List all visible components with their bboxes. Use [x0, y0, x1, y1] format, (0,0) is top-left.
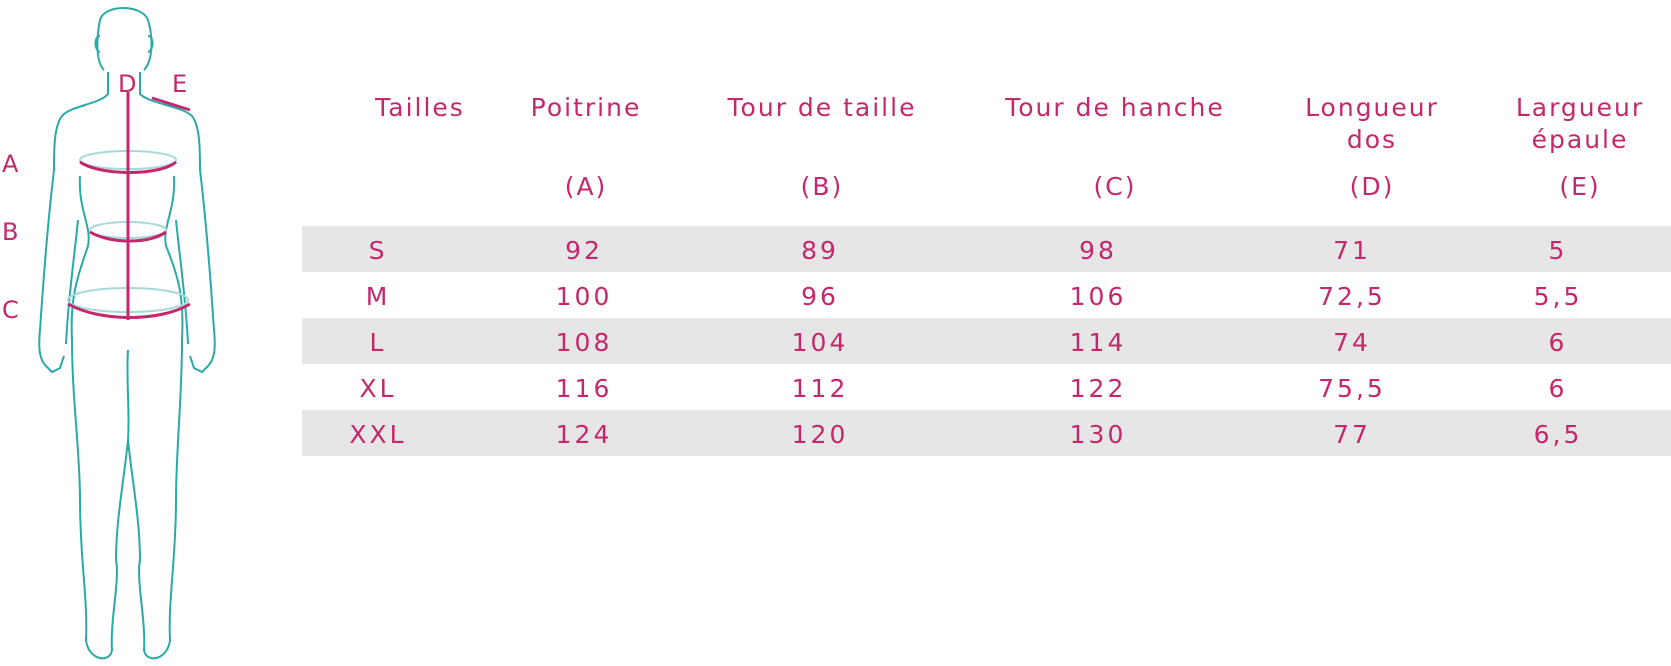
cell-poitrine: 124 [555, 420, 613, 449]
cell-poitrine: 92 [565, 236, 603, 265]
cell-tour-de-hanche: 122 [1069, 374, 1127, 403]
cell-poitrine: 116 [555, 374, 613, 403]
cell-size: XL [359, 374, 397, 403]
table-row-xxl: XXL 124 120 130 77 6,5 [302, 410, 1671, 456]
cell-longueur-dos: 74 [1333, 328, 1371, 357]
cell-longueur-dos: 72,5 [1318, 282, 1386, 311]
size-table: Tailles Poitrine (A) Tour de taille (B) … [302, 0, 1671, 666]
label-d: D [118, 70, 138, 98]
body-outline [38, 7, 216, 660]
cell-size: XXL [349, 420, 407, 449]
header-largueur-epaule: Largueur épaule [1515, 93, 1645, 154]
cell-tour-de-taille: 89 [801, 236, 839, 265]
header-tour-de-hanche-code: (C) [1093, 172, 1137, 201]
label-a: A [2, 150, 20, 178]
label-c: C [2, 296, 20, 324]
cell-longueur-dos: 77 [1333, 420, 1371, 449]
cell-poitrine: 108 [555, 328, 613, 357]
cell-tour-de-taille: 120 [791, 420, 849, 449]
table-row-s: S 92 89 98 71 5 [302, 226, 1671, 272]
cell-largueur-epaule: 5 [1548, 236, 1568, 265]
header-tailles: Tailles [375, 93, 465, 122]
cell-poitrine: 100 [555, 282, 613, 311]
cell-tour-de-taille: 104 [791, 328, 849, 357]
header-longueur-dos-code: (D) [1349, 172, 1395, 201]
table-row-l: L 108 104 114 74 6 [302, 318, 1671, 364]
cell-size: S [368, 236, 388, 265]
cell-longueur-dos: 71 [1333, 236, 1371, 265]
header-poitrine-code: (A) [564, 172, 608, 201]
cell-tour-de-hanche: 106 [1069, 282, 1127, 311]
table-row-m: M 100 96 106 72,5 5,5 [302, 272, 1671, 318]
cell-size: L [369, 328, 387, 357]
header-tour-de-taille-code: (B) [800, 172, 844, 201]
cell-tour-de-hanche: 114 [1069, 328, 1127, 357]
header-poitrine: Poitrine [530, 93, 642, 122]
cell-tour-de-hanche: 130 [1069, 420, 1127, 449]
header-longueur-dos: Longueur dos [1305, 93, 1439, 154]
header-tour-de-taille: Tour de taille [727, 93, 917, 122]
cell-largueur-epaule: 6 [1548, 328, 1568, 357]
cell-longueur-dos: 75,5 [1318, 374, 1386, 403]
cell-size: M [365, 282, 391, 311]
header-largueur-epaule-code: (E) [1559, 172, 1601, 201]
measure-lines [67, 92, 191, 320]
cell-tour-de-taille: 96 [801, 282, 839, 311]
cell-largueur-epaule: 6,5 [1533, 420, 1583, 449]
body-measurement-figure [38, 7, 216, 660]
cell-largueur-epaule: 5,5 [1533, 282, 1583, 311]
cell-tour-de-hanche: 98 [1079, 236, 1117, 265]
table-row-xl: XL 116 112 122 75,5 6 [302, 364, 1671, 410]
cell-tour-de-taille: 112 [791, 374, 849, 403]
cell-largueur-epaule: 6 [1548, 374, 1568, 403]
label-e: E [172, 70, 189, 98]
header-tour-de-hanche: Tour de hanche [1005, 93, 1225, 122]
label-b: B [2, 218, 20, 246]
